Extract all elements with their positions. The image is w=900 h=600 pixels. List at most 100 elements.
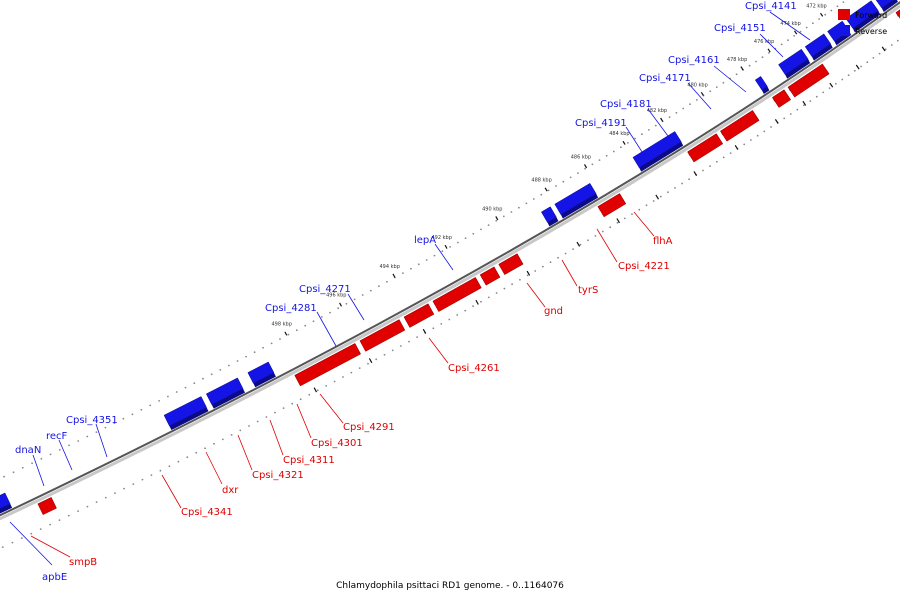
forward-gene-block-flhA[interactable]	[787, 63, 830, 98]
legend-forward-swatch	[838, 9, 850, 20]
forward-tick-mark	[693, 171, 698, 177]
guide-outer-reverse-dot	[735, 73, 738, 76]
guide-outer-forward-dot	[495, 292, 498, 294]
guide-outer-reverse-dot	[40, 457, 43, 460]
reverse-gene-block-Cpsi_4171[interactable]	[804, 33, 833, 61]
guide-outer-reverse-dot	[312, 320, 315, 323]
guide-outer-reverse-dot	[709, 90, 712, 93]
guide-outer-reverse-dot	[167, 395, 169, 398]
guide-outer-reverse-dot	[369, 289, 372, 292]
guide-outer-reverse-dot	[547, 189, 550, 192]
forward-gene-block-dxr[interactable]	[359, 319, 406, 352]
gene-label-Cpsi_4351[interactable]: Cpsi_4351	[66, 415, 118, 458]
guide-outer-forward-dot	[432, 327, 435, 330]
reverse-gene-block-lepA[interactable]	[632, 131, 684, 172]
reverse-gene-block-Cpsi_4271[interactable]	[554, 182, 599, 219]
gene-label-apbE[interactable]: apbE	[9, 521, 67, 583]
guide-outer-reverse-dot	[262, 346, 264, 349]
gene-label-Cpsi_4261[interactable]: Cpsi_4261	[428, 337, 500, 374]
guide-outer-reverse-dot	[768, 52, 770, 54]
forward-gene-block-smpB[interactable]	[37, 497, 57, 515]
guide-outer-reverse-dot	[402, 272, 404, 274]
gene-label-Cpsi_4161[interactable]: Cpsi_4161	[668, 55, 747, 93]
reverse-gene-block-Cpsi_4151[interactable]	[845, 0, 881, 33]
guide-outer-forward-dot	[534, 270, 537, 272]
reverse-gene-block-Cpsi_4181[interactable]	[778, 48, 811, 79]
gene-label-gnd[interactable]: gnd	[526, 282, 563, 317]
guide-outer-reverse-dot	[472, 232, 475, 235]
gene-label-dnaN[interactable]: dnaN	[15, 445, 45, 487]
svg-text:Cpsi_4191: Cpsi_4191	[575, 118, 627, 129]
gene-label-Cpsi_4301[interactable]: Cpsi_4301	[296, 403, 363, 449]
gene-label-Cpsi_4171[interactable]: Cpsi_4171	[639, 73, 712, 110]
guide-outer-reverse-dot	[433, 254, 436, 257]
forward-gene-block-Cpsi_4221[interactable]	[772, 89, 792, 108]
reverse-gene-block-Cpsi_4351[interactable]	[247, 361, 276, 388]
guide-outer-forward-dot	[30, 532, 33, 535]
guide-outer-forward-dot	[783, 117, 786, 120]
forward-gene-block-Cpsi_4321[interactable]	[403, 303, 435, 328]
guide-outer-reverse-dot	[682, 107, 685, 110]
gene-label-recF[interactable]: recF	[46, 431, 73, 471]
gene-label-dxr[interactable]: dxr	[205, 451, 239, 496]
strand-guides	[1, 1, 899, 548]
gene-label-Cpsi_4181[interactable]: Cpsi_4181	[600, 99, 669, 137]
tick-label: 478 kbp	[727, 57, 747, 63]
gene-label-Cpsi_4311[interactable]: Cpsi_4311	[269, 419, 335, 466]
gene-label-Cpsi_4191[interactable]: Cpsi_4191	[575, 118, 647, 159]
gene-label-Cpsi_4291[interactable]: Cpsi_4291	[319, 393, 395, 433]
guide-outer-forward-dot	[645, 204, 648, 207]
guide-outer-forward-dot	[1, 546, 4, 548]
guide-outer-forward-dot	[587, 239, 589, 242]
gene-label-smpB[interactable]: smpB	[30, 535, 97, 568]
guide-outer-forward-dot	[835, 82, 837, 85]
gene-label-lepA[interactable]: lepA	[414, 235, 454, 271]
forward-gene-block-gnd[interactable]	[687, 133, 724, 163]
guide-outer-reverse-dot	[158, 400, 161, 402]
gene-label-Cpsi_4141[interactable]: Cpsi_4141	[745, 1, 811, 41]
guide-outer-forward-dot	[342, 376, 344, 378]
guide-outer-reverse-dot	[569, 176, 572, 179]
guide-outer-forward-dot	[213, 442, 215, 445]
gene-label-Cpsi_4271[interactable]: Cpsi_4271	[299, 284, 365, 321]
guide-outer-forward-dot	[803, 104, 805, 107]
gene-label-Cpsi_4321[interactable]: Cpsi_4321	[237, 434, 304, 481]
guide-outer-reverse-dot	[425, 259, 428, 261]
legend-forward-label: Forward	[855, 11, 887, 20]
guide-outer-reverse-dot	[605, 154, 608, 157]
gene-label-Cpsi_4151[interactable]: Cpsi_4151	[714, 23, 784, 58]
gene-label-tyrS[interactable]: tyrS	[561, 259, 598, 296]
gene-label-flhA[interactable]: flhA	[633, 211, 673, 247]
reverse-gene-block-Cpsi_4141[interactable]	[875, 0, 898, 12]
forward-gene-block-Cpsi_4311[interactable]	[432, 277, 482, 312]
guide-outer-forward-dot	[472, 305, 474, 308]
guide-outer-reverse-dot	[518, 206, 520, 209]
guide-outer-reverse-dot	[584, 167, 586, 170]
forward-gene-block-Cpsi_4341[interactable]	[294, 343, 361, 387]
guide-outer-forward-dot	[325, 385, 328, 387]
forward-gene-block-Cpsi_4261[interactable]	[597, 193, 627, 218]
gene-label-Cpsi_4341[interactable]: Cpsi_4341	[161, 474, 233, 518]
gene-label-Cpsi_4281[interactable]: Cpsi_4281	[265, 303, 337, 347]
reverse-gene-block-Cpsi_4281[interactable]	[541, 206, 559, 227]
guide-outer-reverse-dot	[49, 453, 52, 456]
guide-outer-reverse-dot	[641, 133, 643, 136]
guide-outer-forward-dot	[367, 362, 369, 365]
forward-gene-block-tyrS[interactable]	[720, 110, 760, 142]
guide-outer-reverse-dot	[361, 294, 364, 296]
forward-gene-block-edge[interactable]	[895, 0, 900, 22]
guide-outer-reverse-dot	[441, 250, 444, 253]
guide-outer-forward-dot	[86, 505, 89, 508]
forward-gene-block-Cpsi_4301[interactable]	[479, 266, 501, 286]
guide-outer-reverse-dot	[86, 435, 89, 438]
reverse-gene-block-apbE[interactable]	[0, 492, 13, 519]
forward-gene-block-Cpsi_4291[interactable]	[498, 253, 524, 275]
guide-outer-reverse-dot	[799, 30, 802, 33]
tick-label: 498 kbp	[272, 322, 292, 328]
reverse-gene-block-recF[interactable]	[205, 377, 246, 409]
reverse-gene-block-dnaN[interactable]	[163, 396, 209, 430]
reverse-gene-block-Cpsi_4191[interactable]	[754, 76, 770, 95]
gene-label-Cpsi_4221[interactable]: Cpsi_4221	[596, 228, 670, 272]
